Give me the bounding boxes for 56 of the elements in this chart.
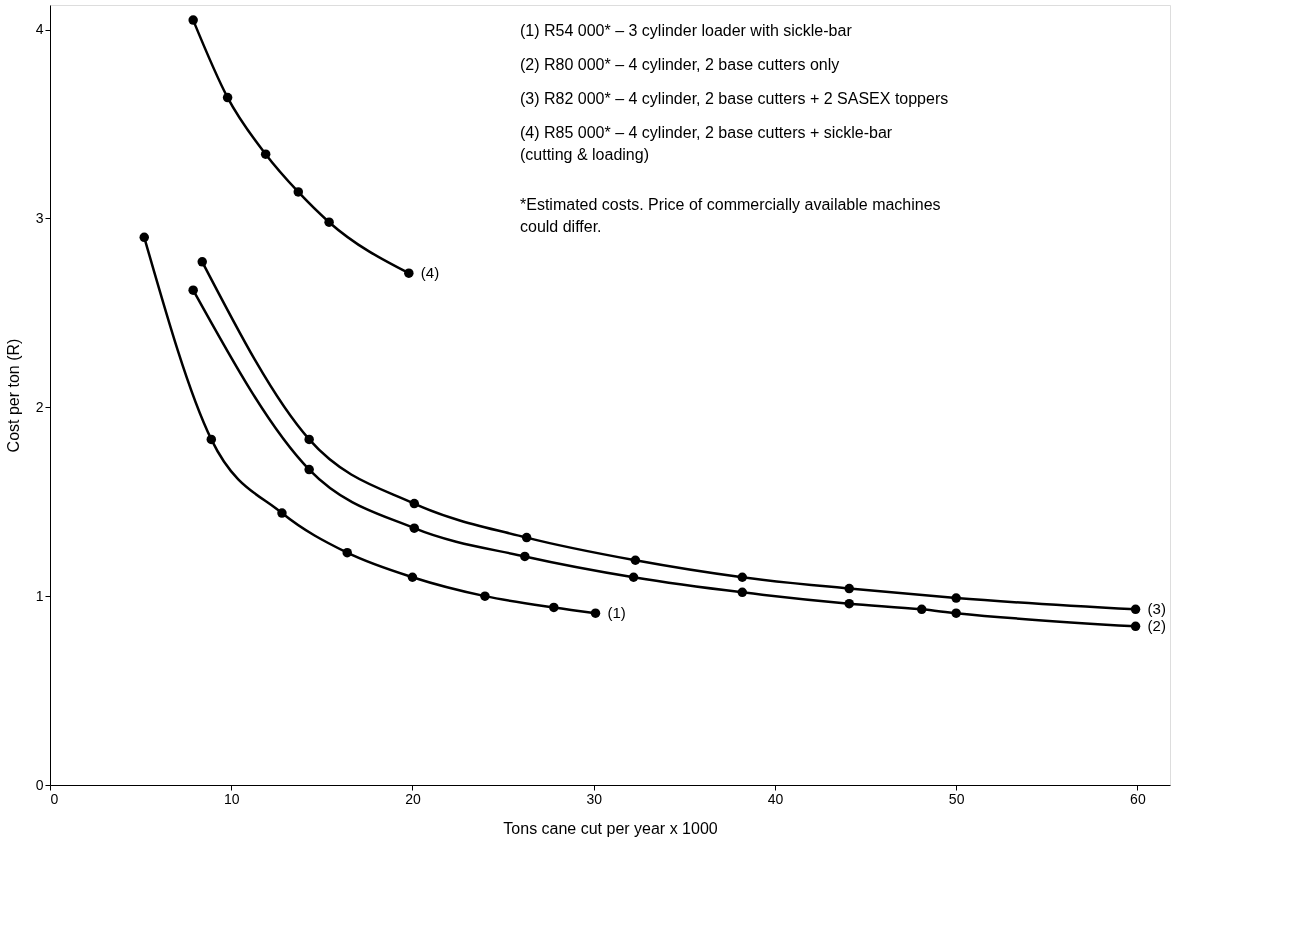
annotation: (2) R80 000* – 4 cylinder, 2 base cutters only	[520, 56, 840, 73]
point	[304, 464, 314, 475]
point	[222, 92, 233, 103]
x-axis-title: Tons cane cut per year x 1000	[503, 819, 718, 837]
point	[304, 434, 314, 445]
point	[342, 547, 352, 558]
point	[951, 593, 961, 603]
series-label: (2)	[1147, 617, 1166, 635]
point	[188, 285, 198, 295]
point	[1130, 604, 1141, 615]
point	[188, 15, 198, 25]
point	[277, 508, 287, 518]
point	[139, 232, 149, 243]
y-tick-label: 4	[35, 21, 44, 38]
point	[549, 602, 559, 613]
annotation: *Estimated costs. Price of commercially available machines could differ.	[520, 196, 941, 235]
point	[951, 608, 961, 618]
y-tick-label: 3	[35, 209, 44, 226]
point	[1130, 621, 1141, 632]
annotation: (3) R82 000* – 4 cylinder, 2 base cutters + 2 SASEX toppers	[520, 90, 949, 107]
annotation: (4) R85 000* – 4 cylinder, 2 base cutters + sickle-bar (cutting & loading)	[520, 124, 893, 163]
point	[260, 149, 271, 159]
point	[293, 187, 304, 197]
x-tick-label: 30	[586, 790, 603, 807]
x-tick-label: 40	[767, 790, 784, 807]
y-axis-title: Cost per ton (R)	[4, 338, 22, 453]
point	[844, 583, 854, 594]
point	[737, 572, 748, 582]
x-tick-label: 50	[948, 790, 965, 807]
point	[409, 523, 420, 533]
x-tick-label: 20	[405, 790, 421, 807]
point	[844, 598, 854, 609]
point	[737, 587, 748, 598]
x-tick-label: 0	[50, 790, 59, 807]
point	[409, 498, 420, 509]
point	[206, 434, 217, 445]
point	[520, 551, 530, 562]
series-label: (4)	[420, 264, 440, 282]
point	[628, 572, 639, 582]
y-tick-label: 0	[35, 776, 44, 793]
annotation: (1) R54 000* – 3 cylinder loader with sickle-bar	[520, 22, 853, 39]
point	[590, 608, 601, 618]
point	[404, 268, 414, 278]
y-tick-label: 2	[35, 398, 44, 415]
point	[916, 604, 927, 615]
point	[324, 217, 334, 227]
point	[197, 257, 207, 267]
x-tick-label: 60	[1130, 790, 1146, 807]
point	[407, 572, 418, 582]
series-label: (3)	[1147, 600, 1166, 618]
point	[521, 532, 532, 543]
x-tick-label: 10	[223, 790, 240, 807]
point	[480, 591, 490, 601]
y-tick-label: 1	[35, 587, 44, 604]
point	[630, 555, 641, 565]
series-label: (1)	[607, 604, 626, 622]
